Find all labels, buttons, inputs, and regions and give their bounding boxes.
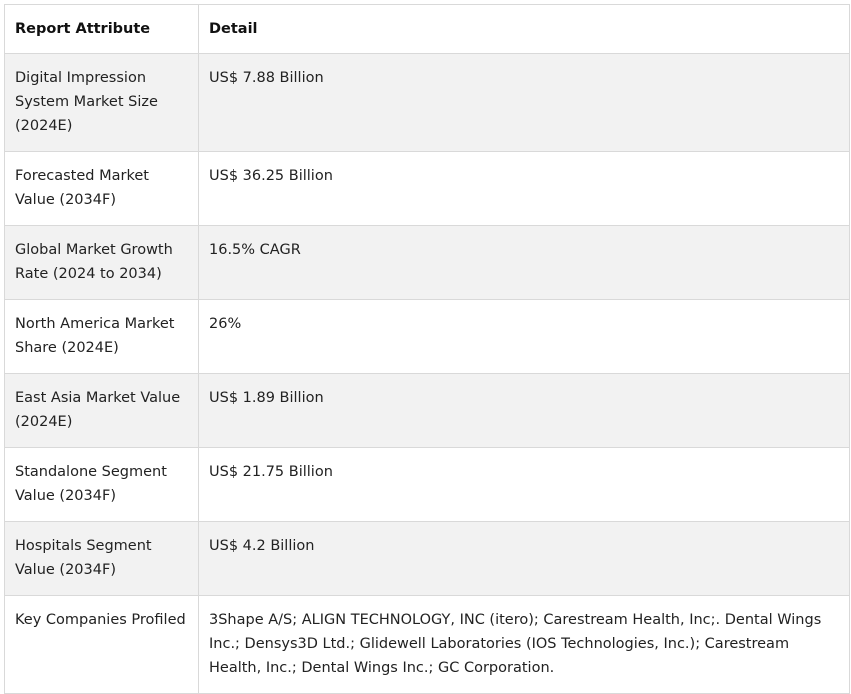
table-header-row: Report Attribute Detail xyxy=(4,4,850,54)
table-row: Hospitals Segment Value (2034F) US$ 4.2 … xyxy=(4,521,850,596)
detail-cell: US$ 7.88 Billion xyxy=(198,53,850,152)
attribute-cell: Digital Impression System Market Size (2… xyxy=(4,53,199,152)
table-row: Key Companies Profiled 3Shape A/S; ALIGN… xyxy=(4,595,850,694)
attribute-cell: Standalone Segment Value (2034F) xyxy=(4,447,199,522)
table-body: Digital Impression System Market Size (2… xyxy=(4,53,850,694)
header-detail: Detail xyxy=(198,4,850,54)
detail-cell: 16.5% CAGR xyxy=(198,225,850,300)
table-row: Forecasted Market Value (2034F) US$ 36.2… xyxy=(4,151,850,226)
attribute-cell: Hospitals Segment Value (2034F) xyxy=(4,521,199,596)
table-row: Digital Impression System Market Size (2… xyxy=(4,53,850,152)
detail-cell: US$ 4.2 Billion xyxy=(198,521,850,596)
report-attributes-table-wrapper: Report Attribute Detail Digital Impressi… xyxy=(4,4,850,694)
detail-cell: US$ 21.75 Billion xyxy=(198,447,850,522)
attribute-cell: Global Market Growth Rate (2024 to 2034) xyxy=(4,225,199,300)
table-header: Report Attribute Detail xyxy=(4,4,850,54)
table-row: East Asia Market Value (2024E) US$ 1.89 … xyxy=(4,373,850,448)
table-row: Global Market Growth Rate (2024 to 2034)… xyxy=(4,225,850,300)
attribute-cell: Key Companies Profiled xyxy=(4,595,199,694)
detail-cell: US$ 36.25 Billion xyxy=(198,151,850,226)
header-report-attribute: Report Attribute xyxy=(4,4,199,54)
detail-cell: 26% xyxy=(198,299,850,374)
detail-cell: US$ 1.89 Billion xyxy=(198,373,850,448)
table-row: North America Market Share (2024E) 26% xyxy=(4,299,850,374)
detail-cell: 3Shape A/S; ALIGN TECHNOLOGY, INC (itero… xyxy=(198,595,850,694)
attribute-cell: Forecasted Market Value (2034F) xyxy=(4,151,199,226)
table-row: Standalone Segment Value (2034F) US$ 21.… xyxy=(4,447,850,522)
attribute-cell: North America Market Share (2024E) xyxy=(4,299,199,374)
report-attributes-table: Report Attribute Detail Digital Impressi… xyxy=(4,4,850,694)
attribute-cell: East Asia Market Value (2024E) xyxy=(4,373,199,448)
